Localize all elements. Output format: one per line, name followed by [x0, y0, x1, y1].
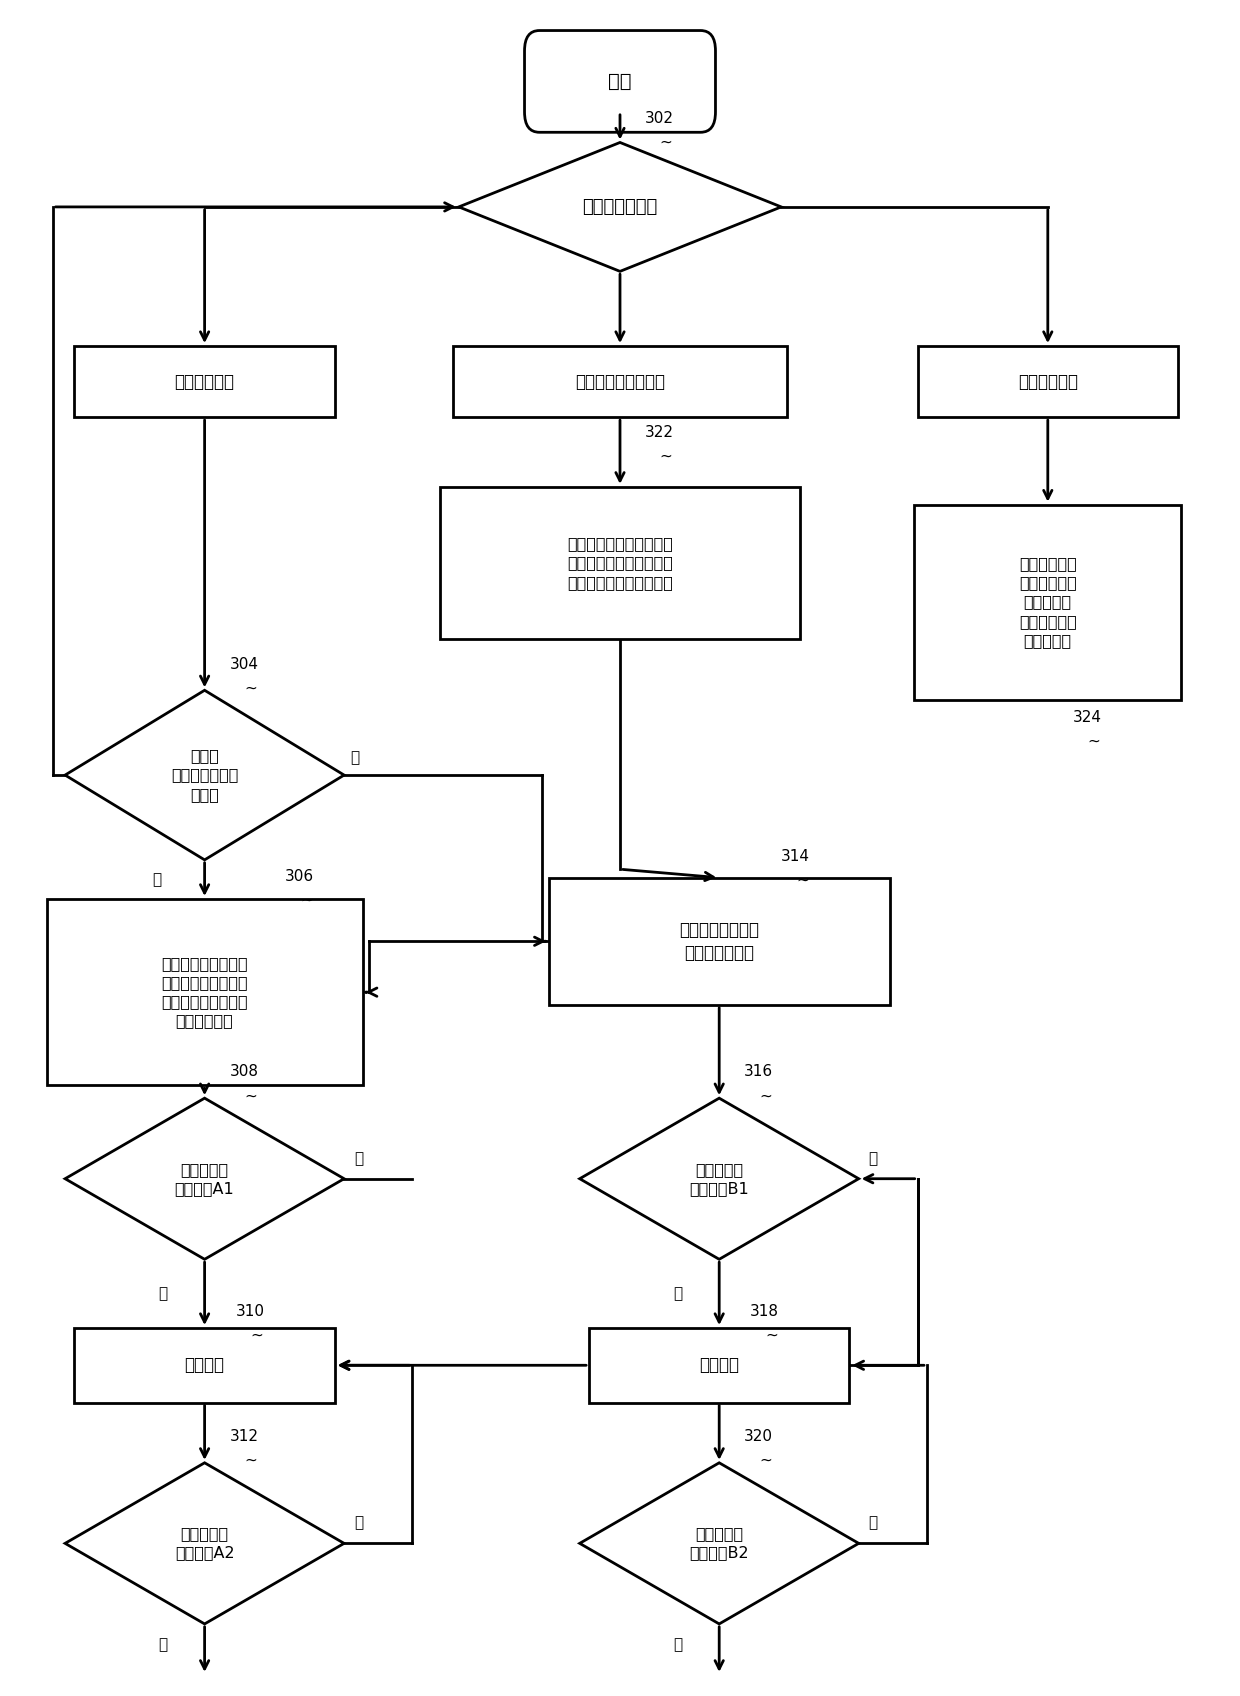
Text: 318: 318 — [750, 1304, 779, 1318]
Bar — [548, 879, 890, 1004]
Text: 308: 308 — [229, 1065, 258, 1079]
Text: 否: 否 — [355, 1152, 363, 1165]
Text: 是: 是 — [159, 1286, 167, 1301]
Text: 322: 322 — [645, 426, 673, 439]
Text: 满足退出化
霜的条件B2: 满足退出化 霜的条件B2 — [689, 1526, 749, 1560]
Text: 基于内机管温传感器
进行化霜控制；显示
故障信息；空调器带
故障制熱运行: 基于内机管温传感器 进行化霜控制；显示 故障信息；空调器带 故障制熱运行 — [161, 957, 248, 1028]
Text: 化霜运行: 化霜运行 — [699, 1357, 739, 1374]
FancyBboxPatch shape — [525, 31, 715, 132]
Polygon shape — [459, 142, 781, 271]
Text: 306: 306 — [285, 870, 314, 884]
Text: 320: 320 — [744, 1430, 773, 1443]
Bar — [74, 346, 335, 417]
Text: 满足进入化
霜的条件B1: 满足进入化 霜的条件B1 — [689, 1162, 749, 1196]
Text: 若外机管温传感器故障，
则不允许制冷运行，仅可
开启送风模式和除湿模式: 若外机管温传感器故障， 则不允许制冷运行，仅可 开启送风模式和除湿模式 — [567, 536, 673, 590]
Text: ~: ~ — [759, 1089, 771, 1102]
Text: 开始: 开始 — [609, 71, 631, 92]
Text: 304: 304 — [229, 658, 258, 672]
Text: 检测外
机管温传感器是
否正常: 检测外 机管温传感器是 否正常 — [171, 748, 238, 802]
Text: 否: 否 — [355, 1516, 363, 1530]
Text: ~: ~ — [765, 1328, 777, 1342]
Text: ~: ~ — [759, 1453, 771, 1467]
Polygon shape — [579, 1099, 858, 1258]
Text: 送风模式运行: 送风模式运行 — [1018, 373, 1078, 390]
Text: 运行模式的选择: 运行模式的选择 — [583, 198, 657, 215]
Polygon shape — [579, 1462, 858, 1625]
Bar — [914, 505, 1180, 699]
Text: 制热模式运行: 制热模式运行 — [175, 373, 234, 390]
Polygon shape — [66, 1099, 345, 1258]
Text: 302: 302 — [645, 112, 673, 126]
Text: ~: ~ — [244, 682, 257, 695]
Text: 基于外机管温传感
器进行化霜控制: 基于外机管温传感 器进行化霜控制 — [680, 921, 759, 962]
Bar — [918, 346, 1178, 417]
Polygon shape — [66, 690, 345, 860]
Text: 化霜运行: 化霜运行 — [185, 1357, 224, 1374]
Text: ~: ~ — [796, 873, 808, 887]
Text: 324: 324 — [1073, 711, 1101, 724]
Polygon shape — [66, 1462, 345, 1625]
Text: ~: ~ — [300, 894, 312, 907]
Text: 是: 是 — [351, 751, 360, 765]
Text: 316: 316 — [744, 1065, 773, 1079]
Text: 314: 314 — [781, 850, 810, 863]
Bar — [453, 346, 787, 417]
Text: ~: ~ — [1087, 734, 1100, 748]
Bar — [589, 1328, 849, 1403]
Text: 制冷或除湿模式运行: 制冷或除湿模式运行 — [575, 373, 665, 390]
Text: ~: ~ — [660, 136, 672, 149]
Text: 满足进入化
霜的条件A1: 满足进入化 霜的条件A1 — [175, 1162, 234, 1196]
Text: 310: 310 — [236, 1304, 264, 1318]
Text: 否: 否 — [868, 1152, 878, 1165]
Text: 是: 是 — [159, 1637, 167, 1652]
Text: 否: 否 — [153, 872, 161, 887]
Text: ~: ~ — [250, 1328, 263, 1342]
Text: 满足退出化
霜的条件A2: 满足退出化 霜的条件A2 — [175, 1526, 234, 1560]
Text: ~: ~ — [660, 449, 672, 463]
Text: ~: ~ — [244, 1089, 257, 1102]
Bar — [74, 1328, 335, 1403]
Text: 否: 否 — [868, 1516, 878, 1530]
Text: 是: 是 — [673, 1286, 682, 1301]
Text: ~: ~ — [244, 1453, 257, 1467]
Text: 是: 是 — [673, 1637, 682, 1652]
Text: 312: 312 — [229, 1430, 258, 1443]
Bar — [47, 899, 362, 1085]
Bar — [440, 487, 800, 639]
Text: 若外机管温传
感器故障，则
显示故障信
息，室内机开
启送风模式: 若外机管温传 感器故障，则 显示故障信 息，室内机开 启送风模式 — [1019, 556, 1076, 648]
